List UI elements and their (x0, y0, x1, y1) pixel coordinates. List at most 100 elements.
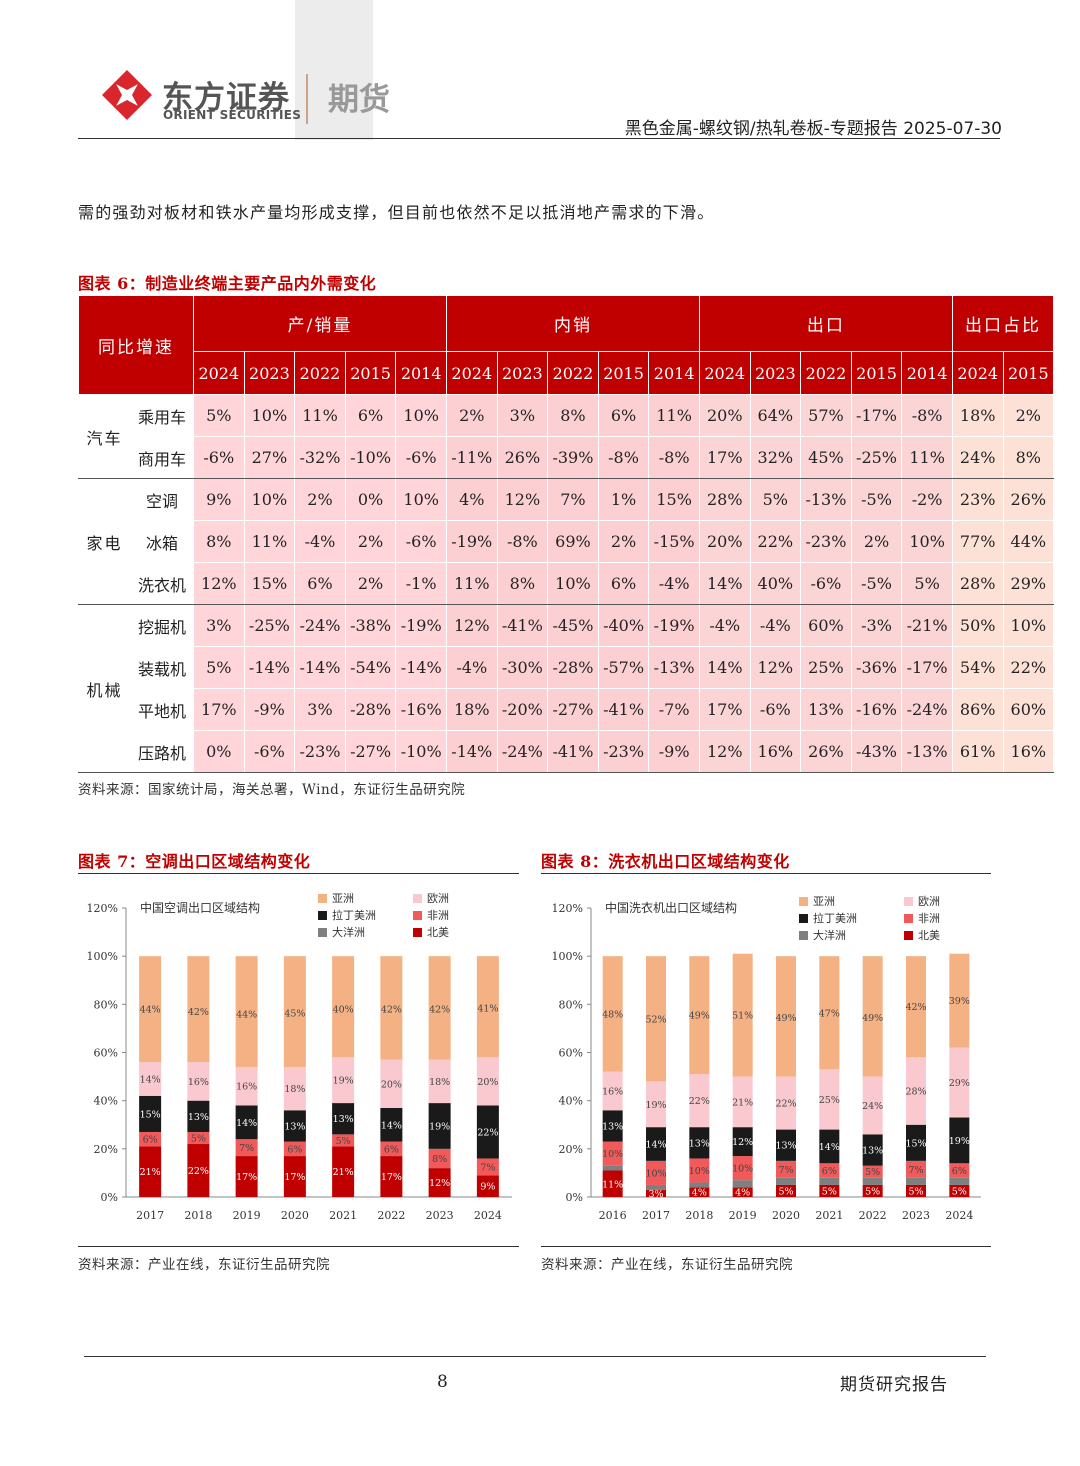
data-label: 17% (236, 1172, 257, 1183)
value-cell: -23% (597, 730, 650, 773)
data-label: 4% (735, 1188, 750, 1199)
x-tick-label: 2016 (599, 1209, 627, 1222)
data-label: 52% (645, 1014, 666, 1025)
value-cell: 5% (901, 562, 953, 605)
value-cell: -23% (294, 730, 346, 773)
value-cell: -41% (496, 604, 549, 647)
value-cell: -54% (344, 646, 397, 689)
value-cell: -14% (445, 730, 498, 773)
data-label: 21% (140, 1167, 161, 1178)
legend-swatch (318, 911, 327, 920)
value-cell: -40% (597, 604, 650, 647)
legend-label: 拉丁美洲 (332, 908, 376, 922)
bar-segment (380, 1141, 403, 1157)
bar-segment (428, 958, 451, 1060)
bar-segment (428, 1168, 451, 1197)
data-label: 15% (905, 1138, 926, 1149)
value-cell: -19% (648, 604, 700, 647)
data-label: 12% (429, 1178, 450, 1189)
value-cell: -6% (749, 688, 802, 731)
value-cell: -8% (597, 436, 650, 479)
row-label: 冰箱 (130, 520, 194, 563)
table-row: 平地机 17% -9% 3% -28% -16% 18% -20% -27% -41% -7% 17%… (79, 688, 1055, 731)
data-label: 7% (778, 1165, 793, 1176)
x-tick-label: 2024 (945, 1209, 973, 1222)
x-tick-label: 2020 (281, 1209, 309, 1222)
data-label: 17% (381, 1172, 402, 1183)
bar-segment (732, 1156, 753, 1181)
value-cell: 29% (1002, 562, 1055, 605)
bar-segment (476, 1175, 499, 1197)
value-cell: 2% (850, 520, 903, 563)
legend-label: 大洋洲 (332, 925, 365, 939)
value-cell: -57% (597, 646, 650, 689)
value-cell: 28% (951, 562, 1004, 605)
chart7-ac-export-structure: 0% 20% 40% 60% 80% 100% 120% 中国空调出口区域结构 亚洲 欧洲拉丁美洲… (87, 892, 512, 1222)
bar-segment (776, 1129, 796, 1161)
value-cell: -41% (597, 688, 650, 731)
value-cell: -17% (901, 646, 953, 689)
bar-segment (776, 958, 796, 1077)
data-label: 28% (905, 1087, 926, 1098)
bar-segment (602, 1110, 623, 1142)
bar-segment (862, 1165, 883, 1178)
value-cell: 16% (1002, 730, 1055, 773)
data-label: 10% (732, 1164, 753, 1175)
bar-segment (689, 1127, 710, 1159)
legend-label: 北美 (918, 929, 940, 942)
data-label: 45% (284, 1008, 305, 1019)
value-cell: 17% (698, 436, 751, 479)
value-cell: -6% (193, 436, 245, 479)
x-tick-label: 2019 (729, 1209, 757, 1222)
year-header: 2022 (547, 351, 599, 395)
value-cell: 77% (951, 520, 1004, 563)
bar-segment (819, 1177, 840, 1185)
value-cell: -28% (344, 688, 397, 731)
value-cell: 26% (1002, 478, 1055, 521)
legend-swatch (904, 931, 913, 940)
year-header: 2024 (445, 351, 498, 395)
bar-segment (332, 956, 355, 961)
value-cell: -11% (445, 436, 498, 479)
bar-segment (428, 956, 451, 959)
value-cell: 6% (597, 562, 650, 605)
data-label: 22% (689, 1096, 710, 1107)
year-header: 2015 (597, 351, 650, 395)
bar-segment (139, 1131, 162, 1147)
value-cell: 86% (951, 688, 1004, 731)
data-label: 16% (236, 1082, 257, 1093)
value-cell: 8% (193, 520, 245, 563)
value-cell: 16% (749, 730, 802, 773)
value-cell: -36% (850, 646, 903, 689)
data-label: 42% (381, 1005, 402, 1016)
value-cell: 60% (800, 604, 852, 647)
data-label: 20% (381, 1079, 402, 1090)
bar-segment (283, 1066, 306, 1111)
data-label: 5% (865, 1186, 880, 1197)
legend-label: 亚洲 (332, 892, 354, 905)
value-cell: 44% (1002, 520, 1055, 563)
bar-segment (689, 1182, 710, 1188)
bar-segment (139, 1062, 162, 1096)
data-label: 44% (140, 1005, 161, 1016)
bar-segment (332, 1146, 355, 1197)
value-cell: 15% (243, 562, 296, 605)
bar-segment (689, 1158, 710, 1183)
bar-segment (476, 958, 499, 1058)
bar-segment (689, 956, 710, 1075)
value-cell: -28% (547, 646, 599, 689)
value-cell: -8% (496, 520, 549, 563)
data-label: 6% (952, 1166, 967, 1177)
value-cell: -19% (445, 520, 498, 563)
value-cell: 22% (1002, 646, 1055, 689)
legend-swatch (904, 914, 913, 923)
bar-segment (235, 1139, 258, 1157)
data-label: 39% (949, 996, 970, 1007)
value-cell: 64% (749, 394, 802, 437)
bar-segment (646, 1127, 666, 1161)
value-cell: -8% (901, 394, 953, 437)
table-corner-header: 同比增速 (78, 295, 194, 395)
value-cell: 12% (445, 604, 498, 647)
value-cell: 8% (1002, 436, 1055, 479)
bar-segment (646, 1189, 666, 1197)
